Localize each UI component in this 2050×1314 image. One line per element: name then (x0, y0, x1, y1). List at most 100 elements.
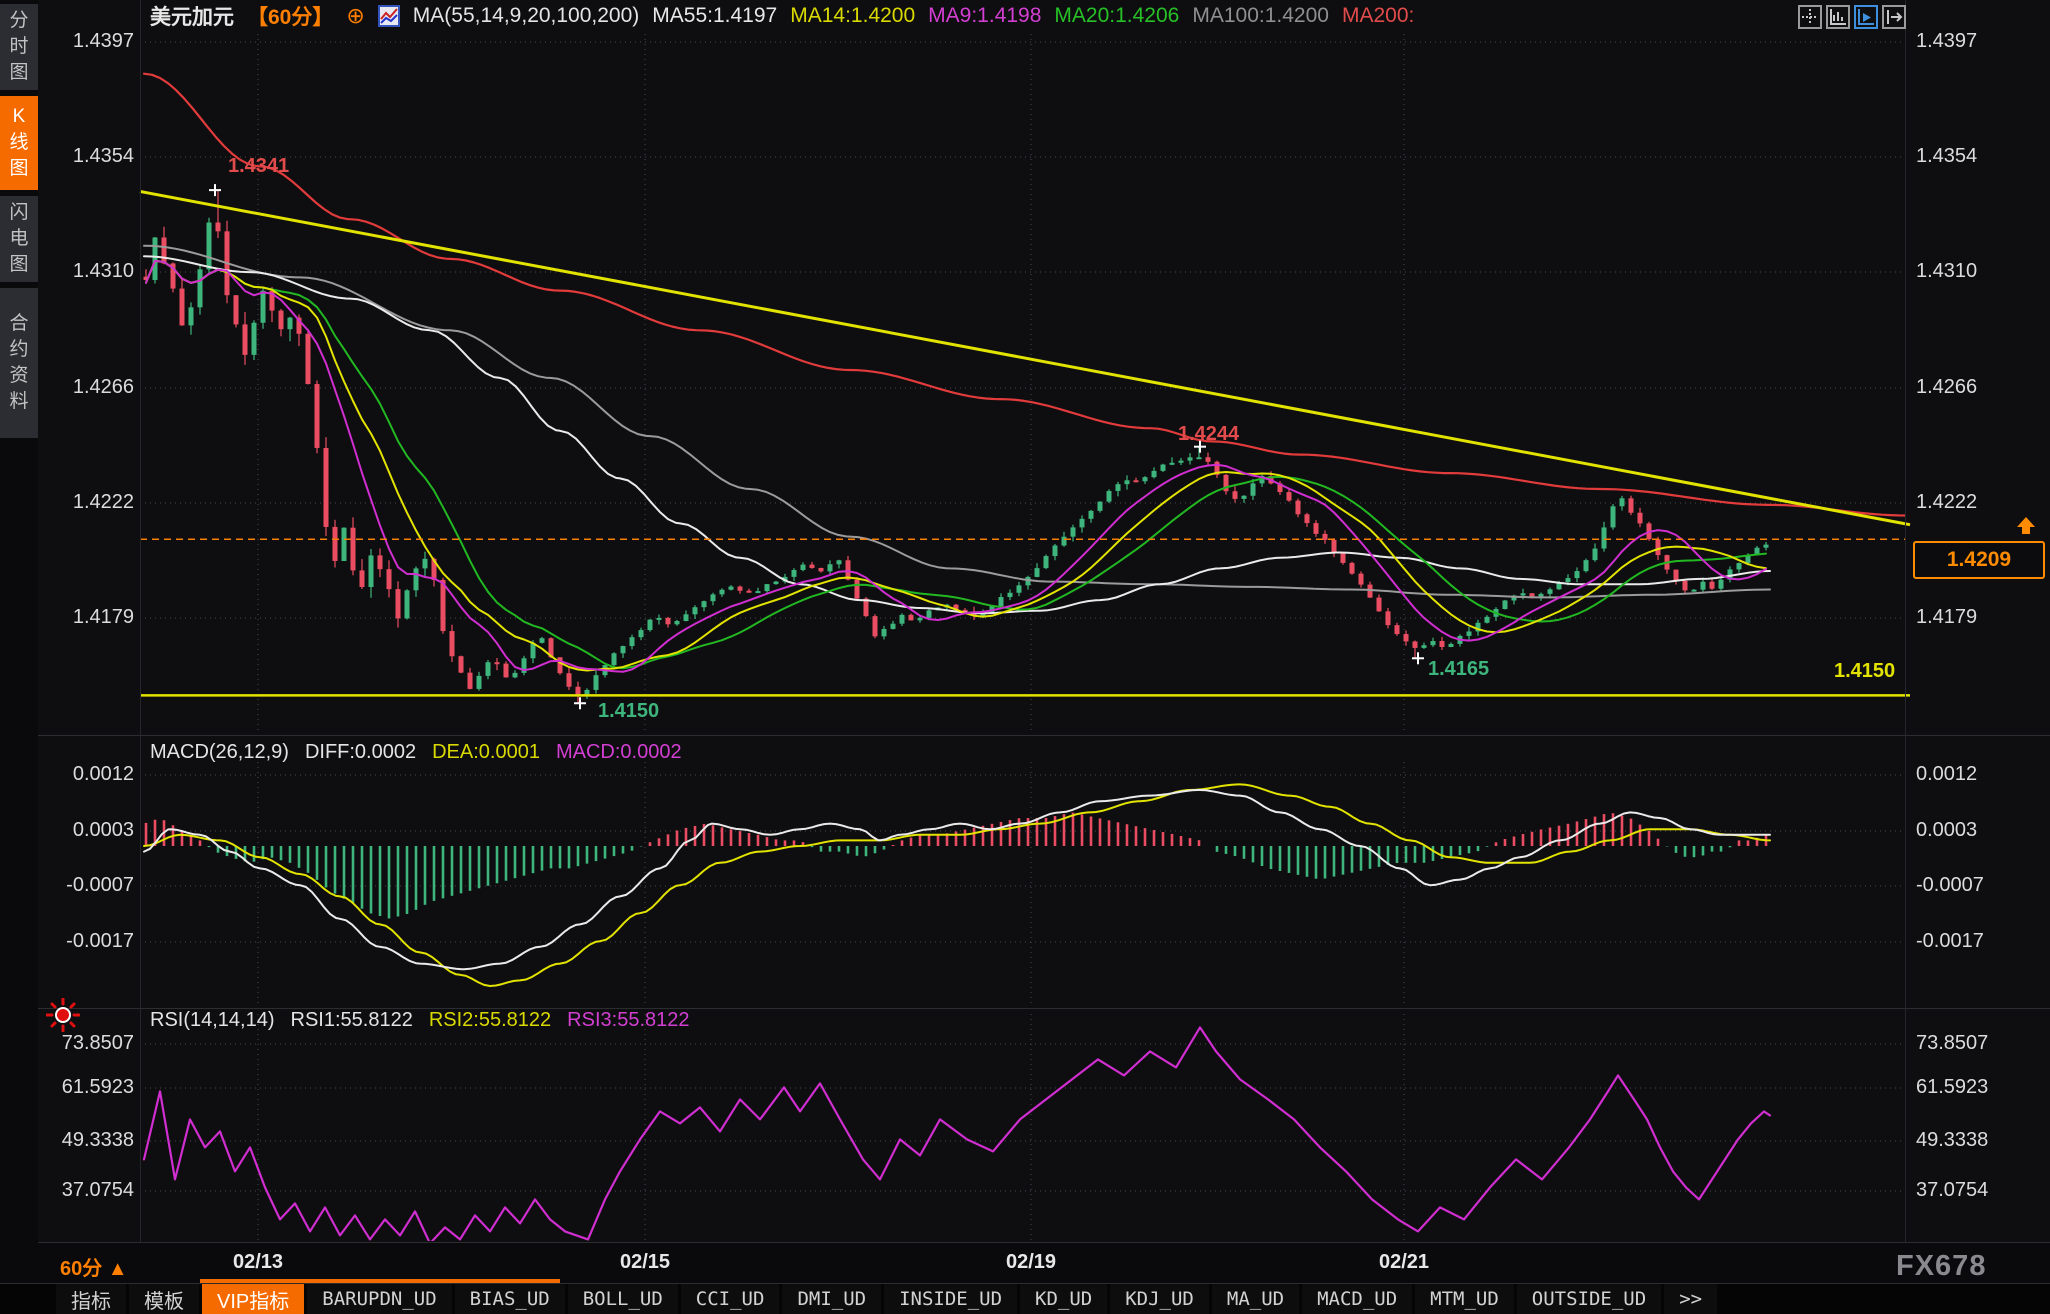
shift-right-tool-icon[interactable] (1882, 5, 1906, 29)
support-right-label: 1.4150 (1834, 660, 1896, 682)
rsi-axis-label: 37.0754 (61, 1179, 134, 1202)
indicator-tab-KDJ_UD[interactable]: KDJ_UD (1110, 1284, 1209, 1314)
macd-diff-value: DIFF:0.0002 (304, 741, 417, 763)
rsi-title: RSI(14,14,14) (150, 1009, 275, 1031)
macd-macd-value: MACD:0.0002 (555, 741, 682, 763)
date-tick-label: 02/21 (1378, 1251, 1430, 1273)
period-marker[interactable]: 60分 ▲ (60, 1258, 128, 1280)
crosshair-tool-icon[interactable] (1798, 5, 1822, 29)
price-axis-label: 1.4179 (1916, 606, 1978, 629)
ma-value-label: MA14:1.4200 (790, 4, 916, 27)
indicator-tab-BARUPDN_UD[interactable]: BARUPDN_UD (307, 1284, 452, 1314)
indicator-tab-BIAS_UD[interactable]: BIAS_UD (454, 1284, 565, 1314)
price-axis-label: 1.4354 (72, 145, 134, 168)
axis-scale-tool-icon[interactable] (1826, 5, 1850, 29)
macd-axis-label: -0.0017 (66, 930, 134, 953)
brand-watermark: FX678 (1896, 1250, 1987, 1282)
ma-value-label: MA9:1.4198 (928, 4, 1042, 27)
indicator-tab-BOLL_UD[interactable]: BOLL_UD (567, 1284, 678, 1314)
indicator-toolbar: 指标 模板 VIP指标 BARUPDN_UD BIAS_UD BOLL_UD CCI_UD D… (0, 1284, 2050, 1314)
price-axis-label: 1.4310 (1916, 260, 1978, 283)
ma-config-label: MA(55,14,9,20,100,200) (412, 4, 640, 27)
ma-values: MA55:1.4197 MA14:1.4200 MA9:1.4198 MA20:1.4… (652, 4, 1414, 28)
peak-price-label: 1.4244 (1178, 423, 1240, 445)
macd-axis-label: -0.0017 (1916, 930, 1984, 953)
current-price-tag: 1.4209 (1913, 541, 2045, 579)
rsi1-value: RSI1:55.8122 (290, 1009, 413, 1031)
indicator-tab-KD_UD[interactable]: KD_UD (1020, 1284, 1108, 1314)
indicator-tab-CCI_UD[interactable]: CCI_UD (680, 1284, 780, 1314)
timeframe-label: 【60分】 (247, 6, 334, 29)
indicator-tab-VIP指标[interactable]: VIP指标 (202, 1284, 305, 1314)
macd-dea-value: DEA:0.0001 (432, 741, 540, 763)
macd-axis-label: 0.0003 (72, 819, 134, 842)
swing-low-label: 1.4165 (1428, 658, 1490, 680)
macd-axis-label: -0.0007 (1916, 874, 1984, 897)
price-axis-label: 1.4179 (72, 606, 134, 629)
separator-dates-toolbar (0, 1283, 2050, 1284)
rsi-axis-label: 61.5923 (61, 1076, 134, 1099)
more-indicators-tab[interactable]: >> (1664, 1284, 1718, 1314)
macd-header: MACD(26,12,9) DIFF:0.0002 DEA:0.0001 MAC… (150, 741, 682, 764)
ma-value-label: MA200: (1341, 4, 1415, 27)
time-axis: 60分 ▲ 02/13 02/15 02/19 02/21 (0, 1243, 2050, 1283)
indicator-tab-OUTSIDE_UD[interactable]: OUTSIDE_UD (1516, 1284, 1662, 1314)
price-axis-label: 1.4397 (1916, 30, 1978, 53)
rsi2-value: RSI2:55.8122 (428, 1009, 552, 1031)
rsi-axis-label: 37.0754 (1916, 1179, 1989, 1202)
ma-value-label: MA20:1.4206 (1054, 4, 1180, 27)
sidebar-tab-contract-info[interactable]: 合约资料 (0, 288, 38, 438)
indicator-tab-MTM_UD[interactable]: MTM_UD (1415, 1284, 1514, 1314)
support-low-label: 1.4150 (598, 700, 660, 722)
ma-value-label: MA100:1.4200 (1192, 4, 1329, 27)
macd-title: MACD(26,12,9) (150, 741, 289, 763)
price-up-arrow-icon (2017, 517, 2035, 534)
rsi-axis-label: 73.8507 (61, 1032, 134, 1055)
price-axis-label: 1.4310 (72, 260, 134, 283)
price-axis-label: 1.4222 (1916, 491, 1978, 514)
sidebar-tab-flash-chart[interactable]: 闪电图 (0, 196, 38, 282)
trend-high-label: 1.4341 (228, 155, 290, 177)
date-tick-label: 02/19 (1005, 1251, 1057, 1273)
indicator-tab-模板[interactable]: 模板 (129, 1284, 199, 1314)
macd-axis-label: 0.0012 (1916, 763, 1978, 786)
indicator-tab-指标[interactable]: 指标 (56, 1284, 126, 1314)
indicator-tab-DMI_UD[interactable]: DMI_UD (782, 1284, 882, 1314)
price-axis-label: 1.4266 (1916, 376, 1978, 399)
mini-chart-icon[interactable] (377, 5, 400, 27)
indicator-tab-MA_UD[interactable]: MA_UD (1211, 1284, 1300, 1314)
rsi-axis-label: 73.8507 (1916, 1032, 1989, 1055)
date-tick-label: 02/13 (232, 1251, 284, 1273)
rsi3-value: RSI3:55.8122 (567, 1009, 690, 1031)
macd-axis-label: 0.0003 (1916, 819, 1978, 842)
separator-rsi-dates (0, 1242, 2050, 1243)
indicator-tab-MACD_UD[interactable]: MACD_UD (1302, 1284, 1413, 1314)
sidebar-tab-time-chart[interactable]: 分时图 (0, 4, 38, 90)
separator-main-macd (38, 735, 2050, 736)
separator-macd-rsi (38, 1008, 2050, 1009)
date-tick-label: 02/15 (619, 1251, 671, 1273)
price-axis-label: 1.4266 (72, 376, 134, 399)
price-axis-label: 1.4222 (72, 491, 134, 514)
chart-toolbar (1798, 5, 1906, 29)
ma-value-label: MA55:1.4197 (652, 4, 778, 27)
add-indicator-icon[interactable]: ⊕ (346, 3, 365, 28)
visible-range-scrollbar[interactable] (200, 1279, 560, 1283)
plot-left-border (140, 0, 141, 1242)
price-axis-label: 1.4397 (72, 30, 134, 53)
indicator-tab-INSIDE_UD[interactable]: INSIDE_UD (884, 1284, 1018, 1314)
alert-blinker-icon[interactable] (46, 998, 80, 1032)
rsi-axis-label: 49.3338 (61, 1129, 134, 1152)
auto-scroll-tool-icon-active[interactable] (1854, 5, 1878, 29)
macd-axis-label: 0.0012 (72, 763, 134, 786)
chart-header: 美元加元 【60分】 ⊕ MA(55,14,9,20,100,200) MA55… (150, 2, 1414, 30)
macd-axis-label: -0.0007 (66, 874, 134, 897)
price-axis-label: 1.4354 (1916, 145, 1978, 168)
rsi-axis-label: 49.3338 (1916, 1129, 1989, 1152)
rsi-axis-label: 61.5923 (1916, 1076, 1989, 1099)
plot-right-border (1905, 0, 1906, 1242)
